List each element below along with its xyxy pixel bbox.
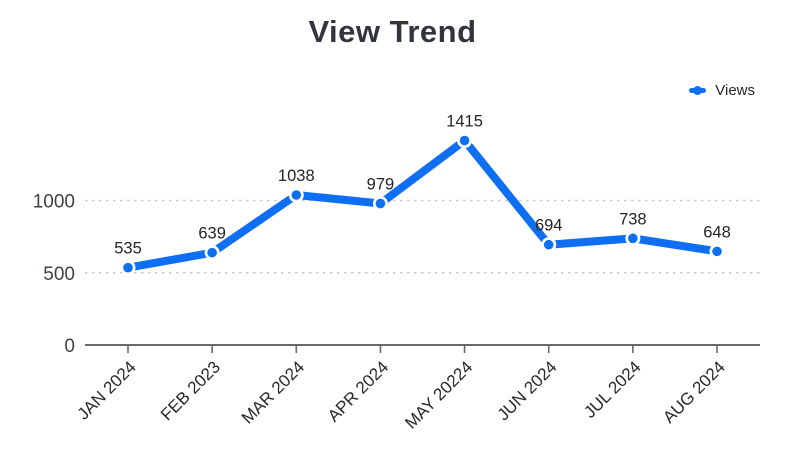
data-point[interactable]	[291, 190, 302, 200]
y-tick-label: 500	[43, 264, 75, 285]
legend-line-dot-icon	[689, 86, 707, 96]
legend-item-views[interactable]: Views	[689, 82, 755, 99]
point-label: 535	[114, 240, 142, 258]
point-label: 648	[703, 223, 731, 241]
x-tick-label: MAR 2024	[238, 357, 308, 427]
point-label: 1038	[278, 167, 315, 185]
data-point[interactable]	[543, 239, 554, 250]
data-point[interactable]	[712, 246, 722, 257]
x-tick-label: JUN 2024	[494, 357, 561, 424]
point-label: 639	[198, 225, 226, 243]
series-line	[124, 136, 721, 272]
chart-title: View Trend	[308, 14, 477, 49]
data-point[interactable]	[375, 198, 386, 209]
data-point[interactable]	[123, 262, 133, 273]
x-tick-label: APR 2024	[324, 357, 392, 425]
point-label: 1415	[446, 113, 483, 131]
point-label: 694	[535, 217, 563, 235]
point-label: 738	[619, 210, 647, 228]
data-point[interactable]	[628, 233, 638, 244]
x-tick-label: JUL 2024	[580, 357, 644, 421]
x-tick-label: MAY 20224	[401, 357, 476, 432]
data-point[interactable]	[207, 247, 217, 258]
legend-label: Views	[715, 82, 755, 99]
point-label: 979	[367, 176, 395, 194]
x-tick-label: JAN 2024	[74, 357, 140, 423]
y-tick-label: 0	[64, 336, 75, 357]
data-point[interactable]	[459, 135, 470, 146]
x-tick-label: AUG 2024	[659, 357, 729, 427]
y-tick-label: 1000	[33, 192, 75, 213]
x-tick-label: FEB 2023	[157, 357, 224, 424]
